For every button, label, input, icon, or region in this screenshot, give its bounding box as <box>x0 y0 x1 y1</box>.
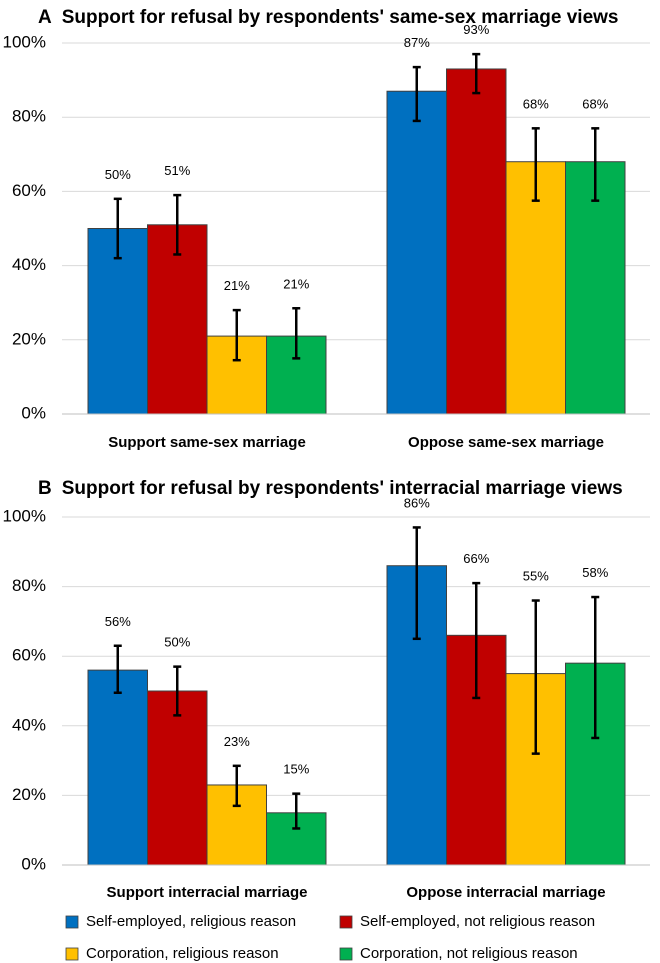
y-tick-label: 40% <box>12 255 46 274</box>
y-tick-label: 80% <box>12 107 46 126</box>
bar <box>147 690 208 866</box>
chart-panel-a: A Support for refusal by respondents' sam… <box>3 7 650 451</box>
category-label: Oppose same-sex marriage <box>408 434 604 451</box>
data-label: 86% <box>404 495 430 510</box>
y-tick-label: 100% <box>3 506 46 525</box>
data-label: 23% <box>224 734 250 749</box>
category-label: Oppose interracial marriage <box>406 884 605 901</box>
y-tick-label: 60% <box>12 646 46 665</box>
chart-title: B Support for refusal by respondents' int… <box>38 478 623 499</box>
chart-title: A Support for refusal by respondents' sam… <box>38 7 619 28</box>
bar <box>446 68 507 415</box>
y-tick-label: 0% <box>21 403 46 422</box>
y-tick-label: 60% <box>12 181 46 200</box>
legend-label: Corporation, religious reason <box>86 945 279 962</box>
panel-title-text: Support for refusal by respondents' inte… <box>62 478 623 499</box>
data-label: 87% <box>404 35 430 50</box>
legend-label: Self-employed, not religious reason <box>360 913 595 930</box>
data-label: 21% <box>224 278 250 293</box>
data-label: 93% <box>463 22 489 37</box>
data-label: 50% <box>164 635 190 650</box>
data-label: 58% <box>582 565 608 580</box>
legend-swatch <box>65 947 79 961</box>
bar <box>565 161 626 415</box>
legend-swatch <box>339 915 353 929</box>
panel-title-text: Support for refusal by respondents' same… <box>62 7 619 28</box>
legend-swatch <box>339 947 353 961</box>
data-label: 68% <box>582 96 608 111</box>
legend-label: Self-employed, religious reason <box>86 913 296 930</box>
category-label: Support interracial marriage <box>107 884 308 901</box>
y-tick-label: 20% <box>12 785 46 804</box>
bar <box>87 669 148 866</box>
data-label: 68% <box>523 96 549 111</box>
data-label: 56% <box>105 614 131 629</box>
y-tick-label: 40% <box>12 715 46 734</box>
data-label: 21% <box>283 276 309 291</box>
y-tick-label: 0% <box>21 854 46 873</box>
data-label: 66% <box>463 551 489 566</box>
legend-swatch <box>65 915 79 929</box>
panel-letter: B <box>38 478 52 499</box>
y-tick-label: 80% <box>12 576 46 595</box>
legend-label: Corporation, not religious reason <box>360 945 578 962</box>
data-label: 50% <box>105 167 131 182</box>
bar <box>386 90 447 415</box>
y-tick-label: 100% <box>3 32 46 51</box>
chart-panel-b: B Support for refusal by respondents' int… <box>3 478 650 901</box>
legend: Self-employed, religious reason Self-empl… <box>65 913 595 962</box>
y-tick-label: 20% <box>12 329 46 348</box>
category-label: Support same-sex marriage <box>108 434 306 451</box>
data-label: 15% <box>283 762 309 777</box>
data-label: 55% <box>523 569 549 584</box>
data-label: 51% <box>164 163 190 178</box>
panel-letter: A <box>38 7 52 28</box>
